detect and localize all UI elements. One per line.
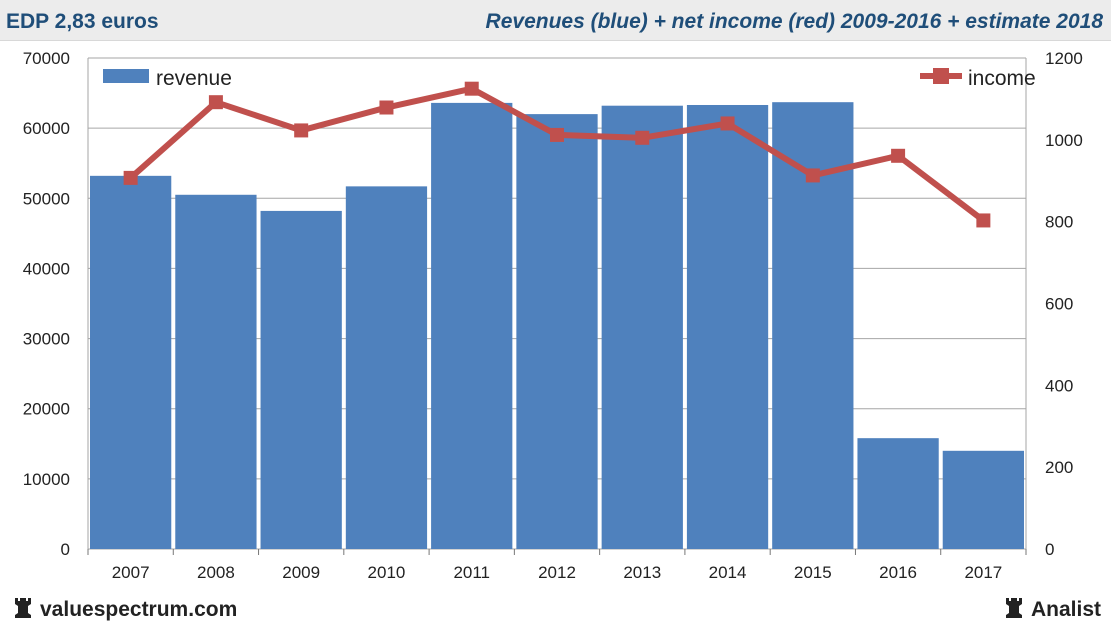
analist-brand: Analist xyxy=(1003,596,1101,622)
revenue-bar-2008 xyxy=(175,194,257,549)
income-point-2011 xyxy=(464,81,479,96)
y-left-tick-label: 30000 xyxy=(23,330,70,349)
y-left-tick-label: 70000 xyxy=(23,49,70,68)
y-right-tick-label: 400 xyxy=(1045,376,1073,395)
y-right-tick-label: 200 xyxy=(1045,458,1073,477)
income-point-2008 xyxy=(208,95,223,110)
y-right-tick-label: 800 xyxy=(1045,213,1073,232)
y-right-tick-label: 600 xyxy=(1045,295,1073,314)
revenue-bars xyxy=(90,102,1024,550)
y-right-tick-label: 1000 xyxy=(1045,131,1083,150)
y-left-tick-label: 0 xyxy=(61,540,70,559)
rook-icon xyxy=(1005,598,1022,618)
income-point-2012 xyxy=(550,127,564,142)
income-point-2010 xyxy=(379,100,394,115)
income-line xyxy=(123,81,991,228)
legend: revenue income xyxy=(103,67,1036,90)
income-point-2013 xyxy=(635,130,650,145)
y-left-tick-label: 50000 xyxy=(23,189,70,208)
legend-income-marker xyxy=(933,68,949,84)
x-tick-label: 2008 xyxy=(197,563,235,582)
income-point-2007 xyxy=(123,170,138,185)
legend-income-label: income xyxy=(968,67,1036,90)
x-tick-label: 2013 xyxy=(623,563,661,582)
revenue-bar-2010 xyxy=(345,186,428,549)
revenue-bar-2009 xyxy=(260,210,342,549)
y-right-tick-label: 0 xyxy=(1045,540,1054,559)
income-point-2016 xyxy=(891,148,906,163)
income-point-2009 xyxy=(294,123,309,138)
footer-bar: valuespectrum.com Analist xyxy=(0,588,1111,627)
y-left-tick-label: 40000 xyxy=(23,259,70,278)
income-point-2017 xyxy=(976,213,991,228)
header-bar: EDP 2,83 euros Revenues (blue) + net inc… xyxy=(0,0,1111,41)
valuespectrum-brand: valuespectrum.com xyxy=(12,596,237,622)
x-tick-label: 2011 xyxy=(453,563,490,582)
x-tick-label: 2017 xyxy=(964,563,1002,582)
income-point-2014 xyxy=(720,116,735,131)
x-tick-label: 2014 xyxy=(709,563,747,582)
combo-chart: 2007 2008 2009 2010 2011 2012 2013 2014 2015 2016… xyxy=(23,49,1083,582)
y-left-tick-label: 20000 xyxy=(23,400,70,419)
legend-revenue-label: revenue xyxy=(156,67,232,90)
legend-revenue-swatch xyxy=(103,69,149,83)
y-left-tick-label: 10000 xyxy=(23,470,70,489)
x-tick-label: 2016 xyxy=(879,563,917,582)
x-tick-label: 2009 xyxy=(282,563,320,582)
y-left-tick-label: 60000 xyxy=(23,119,70,138)
brand-left-text: valuespectrum.com xyxy=(40,598,238,621)
revenue-bar-2011 xyxy=(431,102,513,550)
rook-icon xyxy=(15,598,31,618)
revenue-bar-2017 xyxy=(942,450,1024,549)
x-tick-label: 2007 xyxy=(112,563,150,582)
x-tick-label: 2012 xyxy=(538,563,576,582)
x-tick-label: 2010 xyxy=(368,563,406,582)
stock-price-title: EDP 2,83 euros xyxy=(6,10,159,33)
revenue-bar-2012 xyxy=(516,114,598,549)
revenue-bar-2007 xyxy=(90,175,172,549)
y-right-tick-label: 1200 xyxy=(1045,49,1083,68)
brand-right-text: Analist xyxy=(1030,598,1101,621)
chart-title: Revenues (blue) + net income (red) 2009-… xyxy=(485,10,1103,33)
revenue-bar-2013 xyxy=(601,105,683,549)
revenue-bar-2016 xyxy=(857,438,939,549)
income-point-2015 xyxy=(805,168,820,183)
axes: 2007 2008 2009 2010 2011 2012 2013 2014 2015 2016… xyxy=(23,49,1083,582)
revenue-bar-2014 xyxy=(686,104,769,549)
x-tick-label: 2015 xyxy=(794,563,832,582)
